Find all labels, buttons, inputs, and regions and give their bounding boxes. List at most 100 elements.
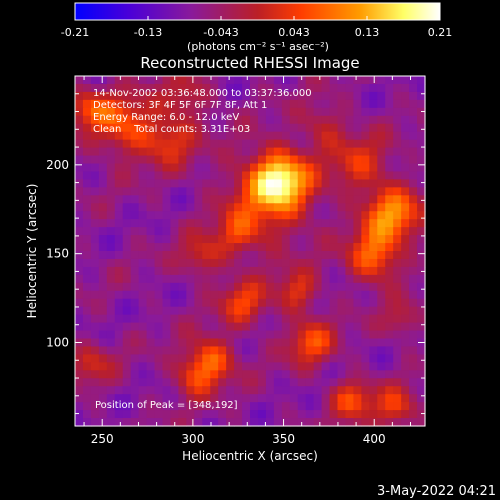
heatmap-cell [162,123,172,133]
heatmap-cell [170,282,179,292]
heatmap-cell [178,131,187,141]
heatmap-cell [265,171,275,180]
heatmap-cell [202,362,211,371]
heatmap-cell [170,155,179,165]
heatmap-cell [393,370,402,379]
heatmap-cell [186,258,195,268]
heatmap-cell [130,370,140,379]
heatmap-cell [313,298,323,308]
heatmap-cell [345,410,354,419]
heatmap-cell [281,115,291,125]
heatmap-cell [345,131,354,141]
heatmap-cell [250,362,259,371]
heatmap-cell [82,386,92,395]
heatmap-cell [98,394,108,403]
heatmap-cell [257,91,267,101]
heatmap-cell [82,354,92,363]
heatmap-cell [98,282,108,292]
heatmap-cell [162,139,172,149]
heatmap-cell [178,306,187,316]
heatmap-cell [202,386,211,395]
heatmap-cell [122,107,132,117]
heatmap-cell [297,394,307,403]
heatmap-cell [146,251,156,260]
heatmap-cell [234,354,243,363]
heatmap-cell [122,211,132,220]
heatmap-cell [353,330,362,340]
heatmap-cell [82,163,92,173]
heatmap-cell [162,282,172,292]
heatmap-cell [130,290,140,300]
heatmap-cell [297,227,307,236]
heatmap-cell [178,330,187,340]
heatmap-cell [154,354,164,363]
heatmap-cell [281,266,291,276]
heatmap-cell [210,362,219,371]
heatmap-cell [297,179,307,188]
heatmap-cell [106,282,116,292]
heatmap-cell [226,418,235,427]
heatmap-cell [106,115,116,125]
heatmap-cell [377,99,386,109]
heatmap-cell [114,258,124,268]
heatmap-cell [98,115,108,125]
heatmap-cell [377,386,386,395]
heatmap-cell [313,83,323,93]
heatmap-cell [162,187,172,196]
heatmap-cell [178,187,187,196]
heatmap-cell [353,147,362,157]
heatmap-cell [186,147,195,157]
heatmap-cell [138,322,148,332]
heatmap-cell [130,171,140,180]
heatmap-cell [377,131,386,141]
heatmap-cell [393,402,402,411]
heatmap-cell [234,330,243,340]
heatmap-cell [289,76,299,85]
heatmap-cell [226,322,235,332]
heatmap-cell [154,235,164,244]
heatmap-cell [234,266,243,276]
heatmap-cell [329,147,339,157]
heatmap-cell [353,243,362,252]
heatmap-cell [321,227,331,236]
heatmap-cell [265,298,275,308]
heatmap-cell [186,410,195,419]
heatmap-cell [377,203,386,212]
heatmap-cell [218,394,227,403]
heatmap-cell [138,378,148,387]
heatmap-cell [218,258,227,268]
heatmap-cell [337,274,347,284]
heatmap-cell [98,203,108,212]
heatmap-cell [138,330,148,340]
heatmap-cell [75,235,84,244]
heatmap-cell [313,251,323,260]
heatmap-cell [393,227,402,236]
heatmap-cell [202,211,211,220]
heatmap-cell [122,314,132,324]
heatmap-cell [369,243,378,252]
heatmap-cell [218,76,227,85]
heatmap-cell [329,195,339,204]
heatmap-cell [289,107,299,117]
heatmap-cell [90,314,100,324]
heatmap-cell [194,203,203,212]
heatmap-cell [194,211,203,220]
heatmap-cell [250,354,259,363]
heatmap-cell [170,107,179,117]
heatmap-cell [162,258,172,268]
heatmap-cell [273,171,283,180]
heatmap-cell [75,147,84,157]
heatmap-cell [178,123,187,133]
heatmap-cell [361,163,370,173]
heatmap-cell [289,139,299,149]
heatmap-cell [178,338,187,348]
heatmap-cell [353,418,362,427]
heatmap-cell [337,83,347,93]
heatmap-cell [281,99,291,109]
heatmap-cell [82,179,92,188]
heatmap-cell [202,330,211,340]
heatmap-cell [345,163,354,173]
heatmap-cell [313,338,323,348]
heatmap-cell [329,402,339,411]
heatmap-cell [154,402,164,411]
